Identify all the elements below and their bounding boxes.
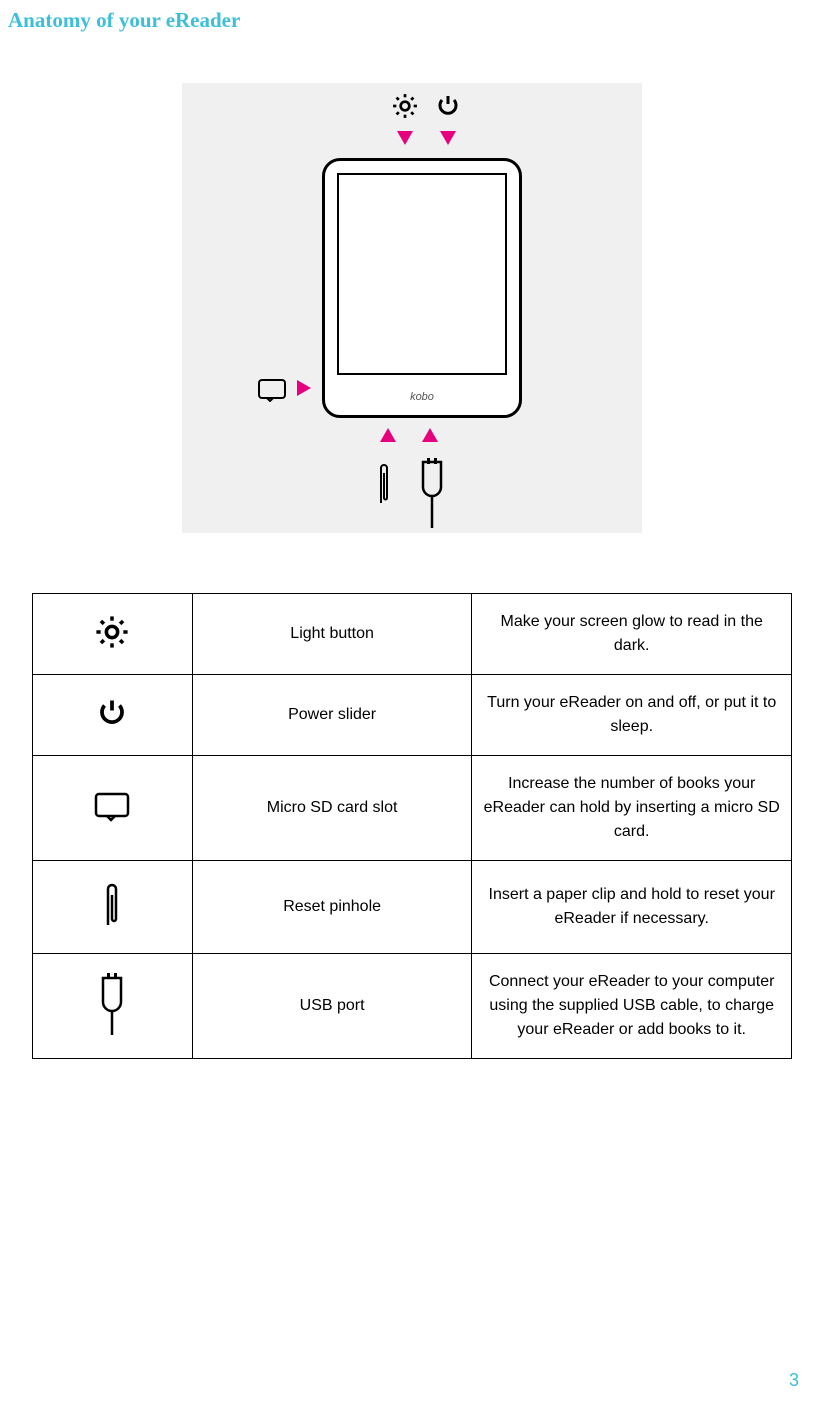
usb-icon xyxy=(33,954,193,1059)
table-row: Reset pinhole Insert a paper clip and ho… xyxy=(33,861,792,954)
usb-icon xyxy=(417,458,447,533)
arrow-icon xyxy=(297,380,311,396)
table-row: Light button Make your screen glow to re… xyxy=(33,594,792,675)
arrow-icon xyxy=(397,131,413,145)
feature-name: Power slider xyxy=(192,675,472,756)
device-brand-label: kobo xyxy=(325,391,519,403)
page-title: Anatomy of your eReader xyxy=(0,0,824,33)
feature-name: Reset pinhole xyxy=(192,861,472,954)
sd-card-icon xyxy=(33,756,193,861)
arrow-icon xyxy=(422,428,438,442)
table-row: Power slider Turn your eReader on and of… xyxy=(33,675,792,756)
power-icon xyxy=(436,94,460,123)
table-row: USB port Connect your eReader to your co… xyxy=(33,954,792,1059)
paperclip-icon xyxy=(377,458,391,518)
feature-description: Turn your eReader on and off, or put it … xyxy=(472,675,792,756)
feature-table: Light button Make your screen glow to re… xyxy=(32,593,792,1059)
brightness-icon xyxy=(392,93,418,124)
arrow-icon xyxy=(440,131,456,145)
paperclip-icon xyxy=(33,861,193,954)
device-outline: kobo xyxy=(322,158,522,418)
feature-description: Connect your eReader to your computer us… xyxy=(472,954,792,1059)
feature-description: Insert a paper clip and hold to reset yo… xyxy=(472,861,792,954)
page-number: 3 xyxy=(789,1370,799,1391)
feature-description: Make your screen glow to read in the dar… xyxy=(472,594,792,675)
power-icon xyxy=(33,675,193,756)
feature-name: USB port xyxy=(192,954,472,1059)
feature-name: Micro SD card slot xyxy=(192,756,472,861)
sd-card-icon xyxy=(257,378,287,407)
feature-name: Light button xyxy=(192,594,472,675)
device-screen xyxy=(337,173,507,375)
feature-description: Increase the number of books your eReade… xyxy=(472,756,792,861)
device-diagram: kobo xyxy=(182,83,642,533)
arrow-icon xyxy=(380,428,396,442)
brightness-icon xyxy=(33,594,193,675)
table-row: Micro SD card slot Increase the number o… xyxy=(33,756,792,861)
